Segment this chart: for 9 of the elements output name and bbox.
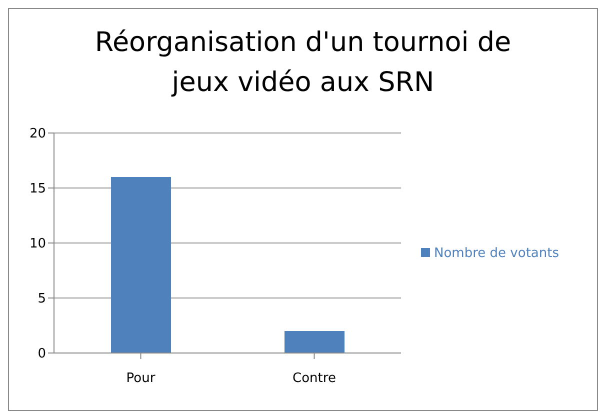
x-tick-label: Contre [292,371,336,386]
y-tick-label: 0 [38,346,46,362]
y-tick-label: 5 [38,292,46,307]
y-tick-label: 20 [29,126,46,142]
y-tick-label: 15 [29,182,46,197]
y-tick-label: 10 [29,236,46,252]
chart-title: Réorganisation d'un tournoi de jeux vidéo aux SRN [94,26,512,100]
legend-label: Nombre de votants [434,246,559,260]
x-tick-label: Pour [126,371,156,386]
